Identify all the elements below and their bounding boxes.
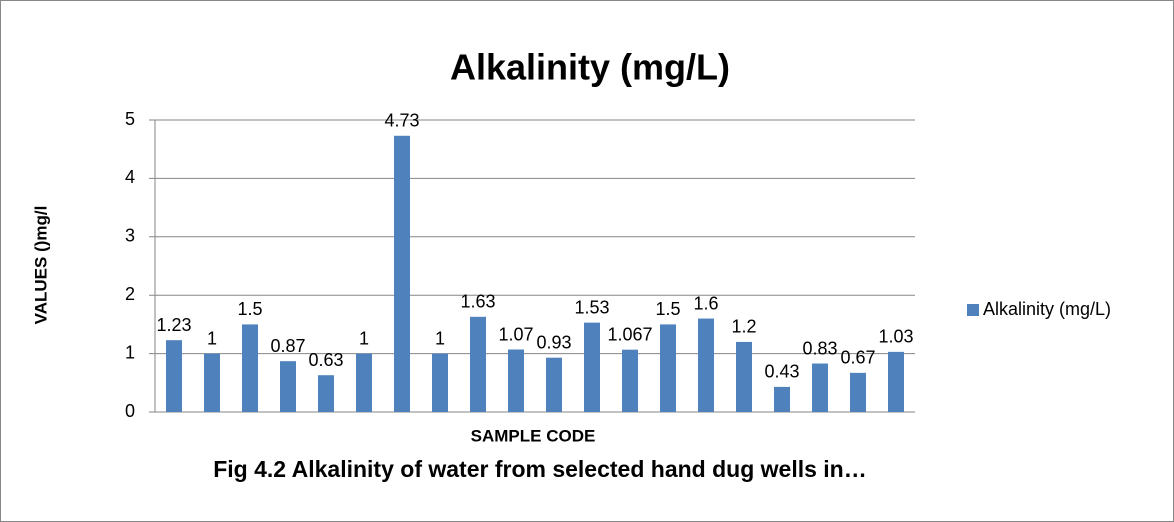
data-label: 0.93 xyxy=(536,332,571,352)
data-label: 1.5 xyxy=(237,299,262,319)
bar xyxy=(622,349,638,412)
data-label: 0.63 xyxy=(308,350,343,370)
legend-swatch xyxy=(967,304,979,316)
bar xyxy=(318,375,334,412)
data-label: 0.83 xyxy=(802,338,837,358)
bar xyxy=(356,353,372,412)
bar xyxy=(242,324,258,412)
bar xyxy=(432,353,448,412)
bar xyxy=(280,361,296,412)
bar xyxy=(698,318,714,412)
y-tick-label: 1 xyxy=(125,342,135,362)
bar xyxy=(204,353,220,412)
bar xyxy=(660,324,676,412)
data-label: 0.87 xyxy=(270,336,305,356)
data-label: 1.23 xyxy=(156,315,191,335)
data-label: 0.67 xyxy=(840,348,875,368)
bar xyxy=(774,386,790,412)
bar xyxy=(812,363,828,412)
data-label: 1.63 xyxy=(460,292,495,312)
data-label: 1.5 xyxy=(655,299,680,319)
data-label: 4.73 xyxy=(384,111,419,131)
chart-title: Alkalinity (mg/L) xyxy=(450,47,730,88)
bar xyxy=(736,341,752,412)
y-tick-label: 2 xyxy=(125,284,135,304)
bar xyxy=(546,357,562,412)
y-tick-label: 5 xyxy=(125,109,135,129)
bar xyxy=(470,316,486,412)
data-label: 1.067 xyxy=(607,324,652,344)
legend-label: Alkalinity (mg/L) xyxy=(983,299,1111,319)
bar xyxy=(508,349,524,412)
y-axis-label: VALUES ()mg/l xyxy=(31,206,50,325)
data-label: 1.07 xyxy=(498,324,533,344)
y-tick-label: 0 xyxy=(125,401,135,421)
bar xyxy=(888,351,904,412)
data-label: 1.53 xyxy=(574,297,609,317)
data-label: 1 xyxy=(207,328,217,348)
y-tick-label: 4 xyxy=(125,167,135,187)
bar xyxy=(584,322,600,412)
bar xyxy=(850,372,866,412)
data-label: 1.2 xyxy=(731,317,756,337)
data-label: 1 xyxy=(435,328,445,348)
data-label: 1.6 xyxy=(693,293,718,313)
data-label: 1 xyxy=(359,328,369,348)
data-label: 1.03 xyxy=(878,327,913,347)
y-tick-label: 3 xyxy=(125,226,135,246)
bar xyxy=(394,135,410,412)
caption: Fig 4.2 Alkalinity of water from selecte… xyxy=(213,456,867,482)
x-axis-label: SAMPLE CODE xyxy=(471,426,596,445)
bar xyxy=(166,340,182,412)
data-label: 0.43 xyxy=(764,362,799,382)
